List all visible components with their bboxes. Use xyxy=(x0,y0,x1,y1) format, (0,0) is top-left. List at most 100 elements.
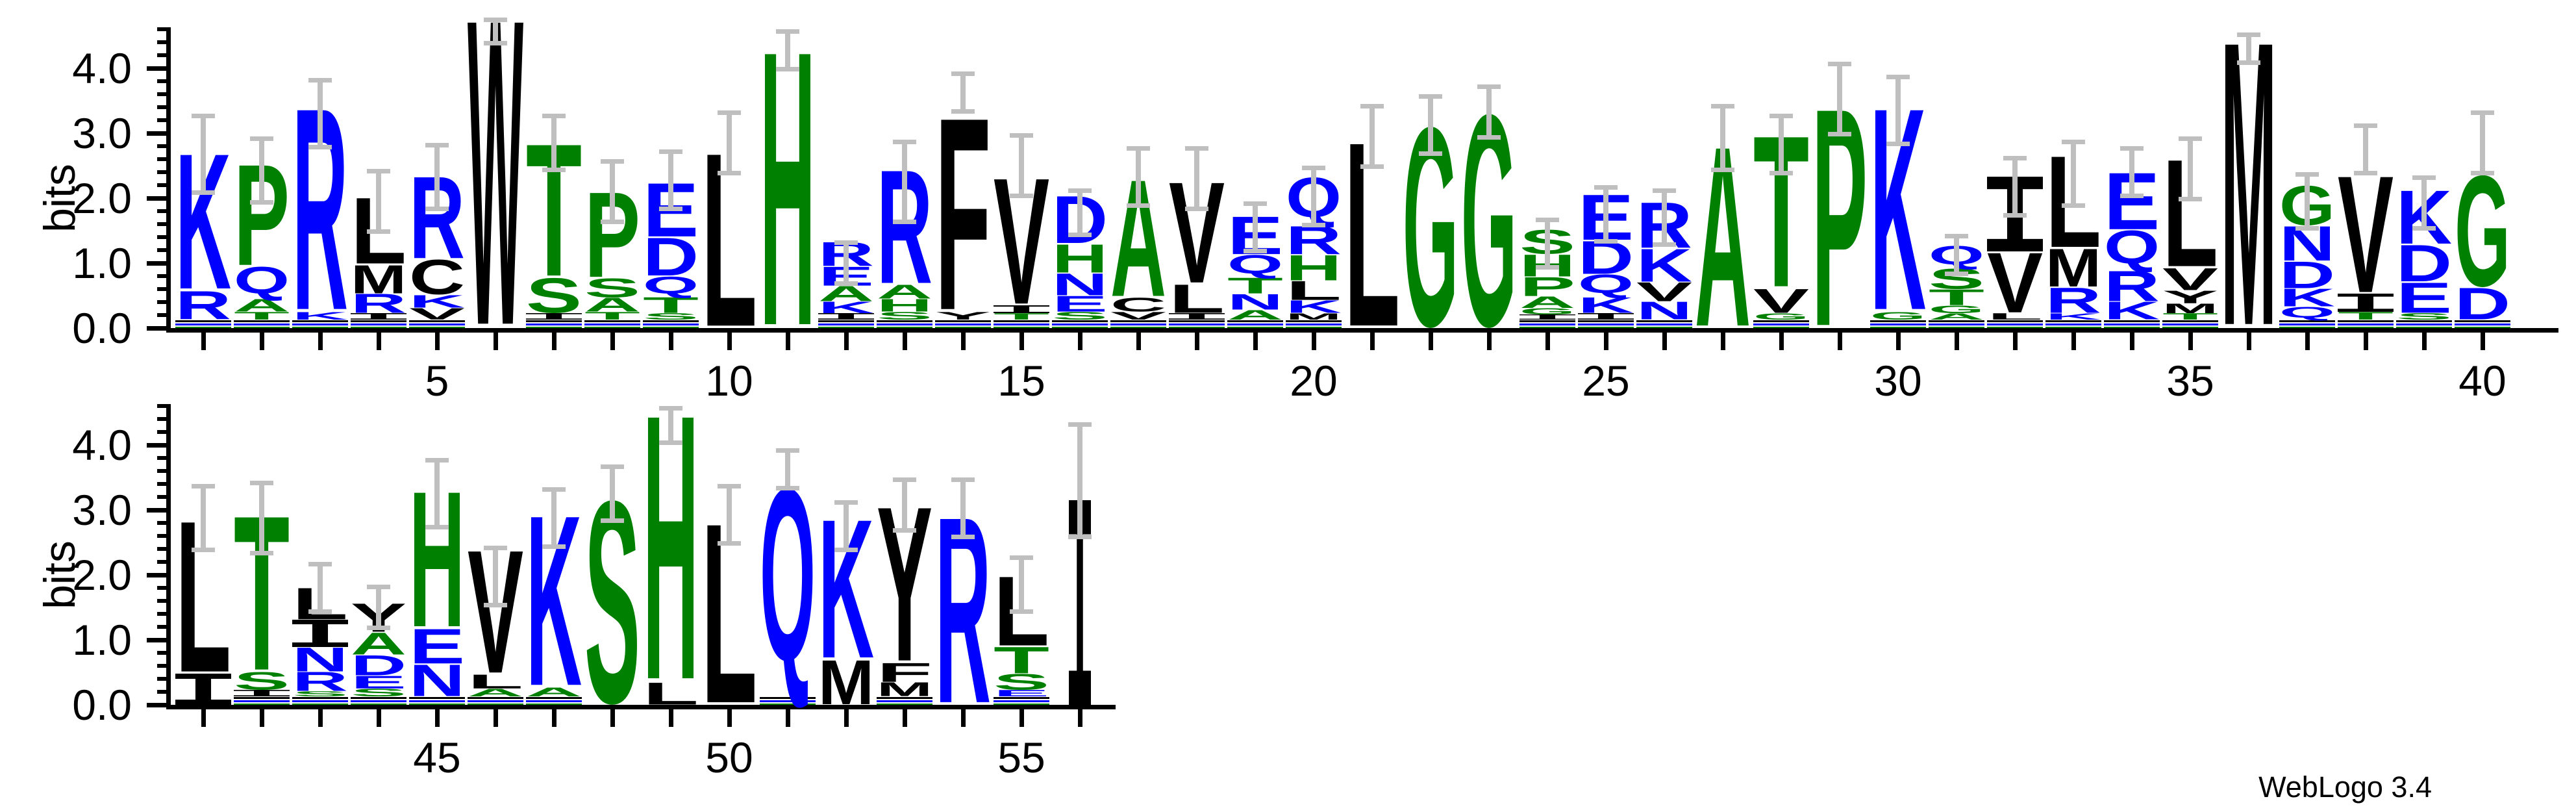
y-minor-tick xyxy=(157,677,171,681)
error-bar-stem xyxy=(960,76,966,109)
y-minor-tick xyxy=(157,521,171,525)
residue-S: S xyxy=(292,690,348,698)
svg-text:H: H xyxy=(1052,236,1108,281)
fringe-residues xyxy=(1987,327,2043,328)
x-position-tick xyxy=(1136,333,1141,350)
svg-text:A: A xyxy=(584,294,640,316)
y-minor-tick xyxy=(157,664,171,668)
residue-T: T xyxy=(2338,310,2394,322)
error-bar xyxy=(2237,32,2260,65)
fringe-residues xyxy=(935,320,991,322)
residue-Q: Q xyxy=(643,272,699,299)
y-major-tick xyxy=(147,196,171,201)
error-bar xyxy=(1244,201,1267,253)
residue-L: L xyxy=(643,676,699,711)
svg-text:A: A xyxy=(1227,307,1283,322)
x-position-tick xyxy=(1370,333,1375,350)
error-bar xyxy=(1711,104,1734,172)
fringe-residues xyxy=(1286,320,1342,322)
error-bar xyxy=(425,458,449,529)
error-bar-stem xyxy=(1077,427,1082,535)
svg-text:T: T xyxy=(2162,311,2218,322)
residue-K: K xyxy=(1286,297,1342,317)
error-bar xyxy=(893,477,916,533)
error-bar-stem xyxy=(902,482,907,528)
x-position-tick xyxy=(494,333,498,350)
x-position-tick xyxy=(1487,333,1492,350)
logo-stack-23: G xyxy=(1460,0,1518,389)
error-bar xyxy=(2471,110,2494,175)
x-position-tick xyxy=(552,333,556,350)
weblogo-version-text: WebLogo 3.4 xyxy=(2258,770,2432,804)
y-minor-tick xyxy=(157,209,171,213)
fringe-residues xyxy=(1169,320,1225,322)
svg-text:S: S xyxy=(643,311,699,322)
fringe-residues xyxy=(526,704,582,705)
residue-V: V xyxy=(409,305,465,324)
y-tick-label: 2.0 xyxy=(72,174,132,222)
fringe-residues xyxy=(468,704,523,705)
fringe-residues xyxy=(1870,324,1926,325)
residue-I xyxy=(1169,313,1225,320)
x-position-tick xyxy=(552,709,556,727)
fringe-residues xyxy=(351,700,406,702)
x-position-tick xyxy=(786,333,790,350)
x-position-tick xyxy=(2130,333,2134,350)
x-position-tick xyxy=(1779,333,1784,350)
fringe-residues xyxy=(292,697,348,699)
x-tick-label: 10 xyxy=(705,357,753,405)
fringe-residues xyxy=(1110,320,1166,322)
error-bar xyxy=(776,29,799,71)
error-bar xyxy=(250,136,273,205)
svg-text:T: T xyxy=(643,292,699,318)
fringe-residues xyxy=(234,324,290,325)
fringe-residues xyxy=(994,697,1049,699)
fringe-residues xyxy=(409,324,465,325)
fringe-residues xyxy=(175,327,231,328)
fringe-residues xyxy=(234,320,290,322)
residue-T: T xyxy=(994,311,1049,322)
svg-text:K: K xyxy=(292,310,349,322)
x-tick-label: 50 xyxy=(705,733,753,781)
svg-text:F: F xyxy=(877,658,932,688)
y-minor-tick xyxy=(157,157,171,161)
x-position-tick xyxy=(727,333,732,350)
fringe-residues xyxy=(1987,324,2043,325)
x-position-tick xyxy=(1662,333,1667,350)
svg-text:Y: Y xyxy=(2162,287,2218,307)
error-bar xyxy=(1945,234,1968,276)
error-bar-stem xyxy=(1253,206,1258,249)
residue-M: M xyxy=(2221,0,2277,411)
residue-S: S xyxy=(1052,310,1108,322)
y-major-tick xyxy=(147,66,171,71)
fringe-residues xyxy=(2279,324,2335,325)
x-position-tick xyxy=(1721,333,1725,350)
residue-A: A xyxy=(468,687,523,699)
y-minor-tick xyxy=(157,404,171,408)
logo-stack-43: SRNL xyxy=(291,0,349,705)
error-bar-stem xyxy=(1428,99,1433,151)
residue-H: H xyxy=(1286,248,1342,288)
svg-text:C: C xyxy=(1110,294,1166,316)
svg-text:K: K xyxy=(409,292,465,312)
residue-Q: Q xyxy=(234,259,290,301)
fringe-residues xyxy=(292,320,348,322)
svg-text:Q: Q xyxy=(1578,270,1634,299)
error-bar xyxy=(1419,94,1442,156)
fringe-residues xyxy=(2162,324,2218,325)
x-position-tick xyxy=(1078,333,1082,350)
svg-text:S: S xyxy=(234,667,290,695)
y-minor-tick xyxy=(157,417,171,421)
y-tick-label: 1.0 xyxy=(72,616,132,664)
svg-text:G: G xyxy=(1870,310,1926,322)
svg-text:T: T xyxy=(994,311,1049,322)
x-position-tick xyxy=(1253,333,1258,350)
residue-A: A xyxy=(1519,294,1575,312)
